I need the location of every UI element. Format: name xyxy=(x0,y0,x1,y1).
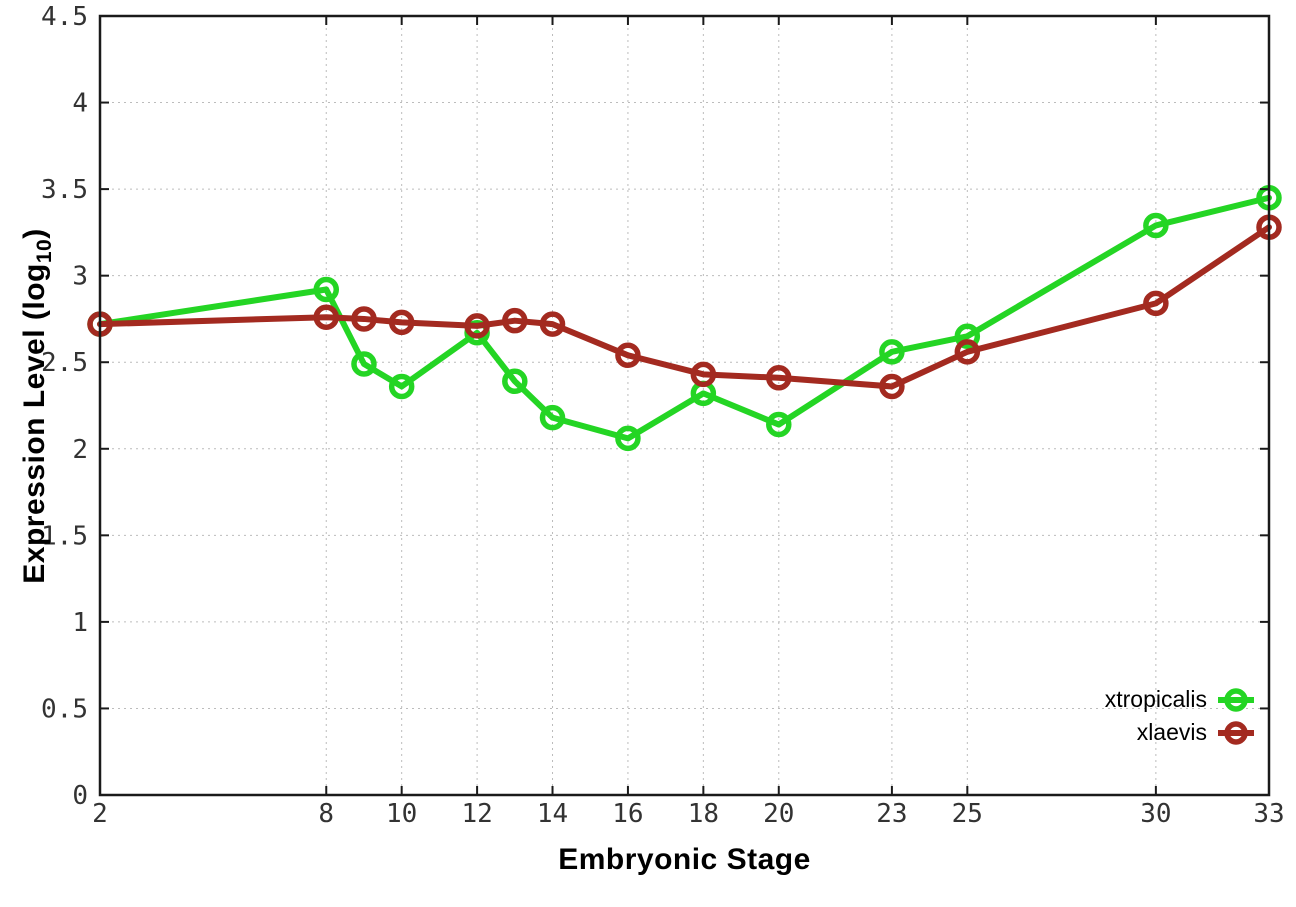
y-axis-title: Expression Level (log10) xyxy=(18,206,58,606)
legend: xtropicalis xlaevis xyxy=(1105,684,1256,748)
y-axis-title-subscript: 10 xyxy=(33,238,56,264)
series-xlaevis xyxy=(87,214,1282,400)
data-point-xtropicalis xyxy=(313,276,340,303)
y-axis-title-suffix: ) xyxy=(18,228,51,239)
data-point-xlaevis xyxy=(313,304,340,330)
data-point-xtropicalis xyxy=(539,404,566,431)
data-point-xlaevis xyxy=(388,309,415,336)
x-tick-label: 23 xyxy=(876,799,907,829)
tick-marks xyxy=(99,15,1270,796)
line-marker-sample-icon xyxy=(1218,720,1254,745)
y-tick-label: 4 xyxy=(72,89,88,119)
x-tick-label: 12 xyxy=(461,799,492,829)
data-point-xtropicalis xyxy=(351,351,377,377)
data-point-xlaevis xyxy=(464,313,490,339)
line-marker-sample-icon xyxy=(1218,687,1254,712)
x-tick-label: 8 xyxy=(318,799,334,829)
legend-item-xtropicalis: xtropicalis xyxy=(1105,684,1256,715)
legend-item-xlaevis: xlaevis xyxy=(1137,717,1256,748)
x-axis-title: Embryonic Stage xyxy=(558,843,811,876)
data-point-xtropicalis xyxy=(615,425,641,452)
legend-label-xtropicalis: xtropicalis xyxy=(1104,686,1207,712)
data-point-xlaevis xyxy=(766,365,792,391)
y-tick-label: 4.5 xyxy=(41,2,88,32)
y-axis-title-text: Expression Level (log xyxy=(18,263,51,584)
x-tick-label: 33 xyxy=(1253,799,1284,829)
x-tick-label: 25 xyxy=(952,799,983,829)
data-point-xlaevis xyxy=(615,342,641,369)
y-tick-label: 3.5 xyxy=(41,175,88,205)
y-tick-label: 0.5 xyxy=(41,694,88,724)
x-tick-label: 20 xyxy=(763,799,794,829)
data-point-xlaevis xyxy=(351,306,377,332)
x-tick-label: 10 xyxy=(386,799,417,829)
data-point-xtropicalis xyxy=(879,339,905,365)
y-tick-label: 3 xyxy=(72,262,88,292)
plot-border xyxy=(98,14,1271,797)
x-tick-label: 16 xyxy=(612,799,643,829)
data-point-xlaevis xyxy=(879,373,905,400)
x-tick-label: 30 xyxy=(1140,799,1171,829)
data-point-xtropicalis xyxy=(1143,212,1169,239)
data-point-xlaevis xyxy=(502,307,528,334)
data-point-xtropicalis xyxy=(388,373,415,400)
y-tick-label: 1.5 xyxy=(41,521,88,551)
y-tick-label: 0 xyxy=(72,781,88,811)
data-point-xlaevis xyxy=(690,361,717,388)
data-point-xlaevis xyxy=(954,339,981,365)
data-point-xtropicalis xyxy=(502,368,528,395)
data-point-xlaevis xyxy=(539,311,566,337)
data-point-xlaevis xyxy=(1143,290,1169,317)
x-tick-label: 14 xyxy=(537,799,568,829)
x-tick-label: 2 xyxy=(92,799,108,829)
y-tick-labels: 0 0.5 1 1.5 2 2.5 3 3.5 4 4.5 xyxy=(41,2,88,811)
y-tick-label: 2.5 xyxy=(41,348,88,378)
y-tick-label: 1 xyxy=(72,608,88,638)
data-point-xtropicalis xyxy=(766,411,792,438)
y-tick-label: 2 xyxy=(72,435,88,465)
legend-label-xlaevis: xlaevis xyxy=(1136,719,1207,745)
x-tick-label: 18 xyxy=(688,799,719,829)
x-tick-labels: 2 8 10 12 14 16 18 20 23 25 30 33 xyxy=(92,799,1284,829)
data-point-xtropicalis xyxy=(954,323,981,350)
